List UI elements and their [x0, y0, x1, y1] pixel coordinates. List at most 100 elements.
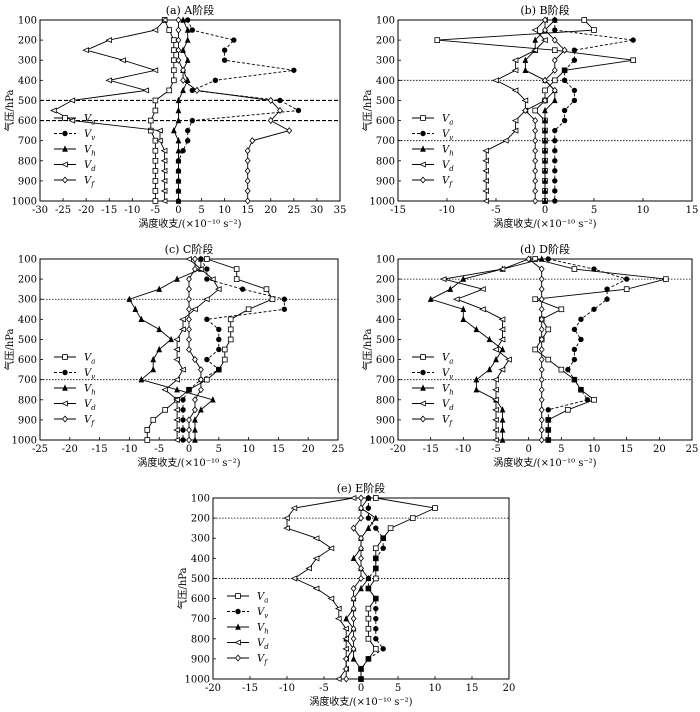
y-tick-label: 600: [18, 116, 37, 127]
marker-Vd: [173, 416, 180, 423]
marker-Vd: [214, 286, 222, 293]
marker-Vv: [62, 369, 68, 376]
y-tick-label: 600: [376, 355, 395, 366]
marker-Vd: [419, 400, 426, 407]
x-tick-label: 15: [686, 205, 699, 216]
marker-Vh: [132, 305, 139, 312]
marker-Vf: [561, 46, 568, 54]
marker-Va: [227, 326, 234, 333]
marker-Vh: [499, 436, 506, 443]
marker-Vh: [184, 26, 191, 33]
marker-Va: [162, 407, 168, 413]
marker-Va: [233, 276, 240, 282]
marker-Vd: [439, 276, 447, 283]
marker-Vf: [420, 415, 426, 423]
marker-Vh: [174, 275, 180, 282]
marker-Vf: [186, 325, 192, 333]
marker-Vf: [343, 665, 350, 673]
series-line-Va: [146, 258, 274, 440]
legend-label: Va: [442, 353, 453, 366]
marker-Vd: [531, 27, 538, 34]
marker-Vf: [542, 16, 548, 24]
marker-Vh: [365, 574, 372, 582]
marker-Vf: [538, 285, 545, 293]
series-line-Vf: [178, 20, 291, 201]
marker-Vf: [343, 675, 350, 683]
marker-Vv: [552, 198, 558, 204]
marker-Vf: [538, 335, 545, 343]
marker-Vv: [565, 366, 571, 373]
marker-Vf: [532, 177, 539, 185]
marker-Va: [387, 525, 394, 531]
y-tick-label: 900: [191, 654, 210, 665]
marker-Vv: [380, 535, 386, 541]
marker-Vh: [542, 157, 548, 164]
marker-Vv: [295, 107, 302, 114]
marker-Vh: [168, 335, 174, 343]
marker-Vf: [175, 56, 182, 64]
y-tick-label: 600: [18, 355, 37, 366]
marker-Vf: [277, 106, 283, 115]
marker-Vh: [235, 623, 241, 630]
marker-Va: [420, 115, 426, 121]
marker-Vf: [532, 117, 539, 125]
marker-Vf: [542, 76, 548, 84]
x-tick-label: -15: [390, 205, 406, 216]
x-tick-label: -15: [92, 444, 108, 455]
legend-label: Vh: [84, 384, 96, 397]
y-tick-label: 100: [18, 255, 37, 266]
marker-Vv: [604, 296, 610, 302]
x-axis-label: 涡度收支/(×10⁻¹⁰ s⁻²): [137, 456, 240, 469]
marker-Vd: [492, 426, 499, 433]
x-tick-label: 15: [466, 683, 479, 694]
x-tick-label: -5: [491, 205, 501, 216]
marker-Va: [532, 346, 538, 353]
marker-Vd: [327, 595, 335, 602]
marker-Vv: [216, 366, 222, 373]
marker-Vh: [198, 255, 204, 262]
legend-label: Vd: [442, 160, 454, 173]
marker-Vd: [160, 157, 168, 164]
marker-Vd: [492, 406, 499, 413]
marker-Vv: [373, 626, 379, 632]
marker-Vv: [281, 306, 288, 312]
marker-Vh: [150, 355, 157, 363]
y-tick-label: 300: [376, 56, 395, 67]
marker-Va: [545, 326, 552, 333]
marker-Vd: [498, 336, 506, 343]
series-line-Va: [534, 258, 667, 440]
marker-Vh: [350, 554, 357, 562]
x-tick-label: 25: [332, 444, 345, 455]
marker-Vf: [538, 436, 545, 444]
marker-Vh: [138, 315, 145, 323]
marker-Vd: [203, 296, 210, 303]
marker-Vd: [334, 675, 342, 683]
marker-Vf: [542, 26, 548, 34]
marker-Vf: [358, 514, 364, 522]
marker-Vd: [173, 356, 180, 363]
marker-Vd: [327, 545, 335, 552]
y-tick-label: 900: [18, 176, 37, 187]
marker-Va: [372, 646, 379, 652]
marker-Vd: [492, 376, 499, 383]
marker-Vf: [244, 167, 251, 175]
marker-Va: [269, 296, 276, 303]
x-axis-label: 涡度收支/(×10⁻¹⁰ s⁻²): [493, 217, 596, 230]
marker-Va: [558, 366, 565, 373]
legend-label: Vd: [84, 160, 96, 173]
x-tick-label: 10: [429, 683, 442, 694]
marker-Vd: [531, 47, 538, 54]
x-tick-label: -20: [62, 444, 78, 455]
marker-Vf: [551, 86, 558, 94]
marker-Vh: [62, 384, 68, 391]
marker-Va: [663, 276, 669, 282]
marker-Vh: [551, 16, 558, 23]
marker-Va: [166, 27, 173, 33]
marker-Vh: [542, 187, 548, 194]
y-tick-label: 600: [191, 594, 210, 605]
marker-Vv: [545, 256, 551, 262]
marker-Vf: [538, 305, 545, 313]
marker-Vh: [473, 325, 480, 333]
y-tick-label: 1000: [185, 675, 210, 686]
marker-Va: [591, 396, 597, 403]
